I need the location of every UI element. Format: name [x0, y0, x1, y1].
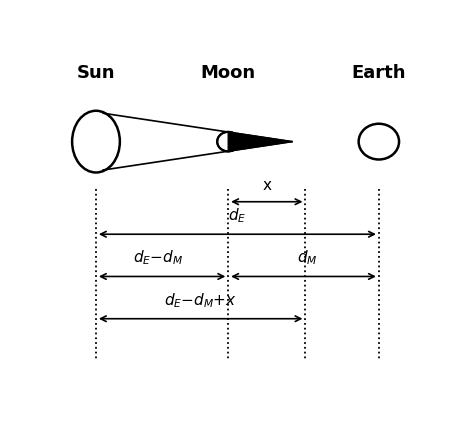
Text: $d_E$$-$$d_M$: $d_E$$-$$d_M$ [133, 249, 183, 268]
Text: $d_E$: $d_E$ [228, 206, 246, 225]
Text: $d_E$$-$$d_M$$+$$x$: $d_E$$-$$d_M$$+$$x$ [164, 291, 237, 310]
Text: Moon: Moon [201, 64, 256, 81]
Circle shape [217, 132, 239, 151]
Text: x: x [262, 178, 271, 192]
Polygon shape [227, 132, 292, 151]
Text: $d_M$: $d_M$ [297, 249, 318, 268]
Text: Earth: Earth [352, 64, 406, 81]
Text: Sun: Sun [77, 64, 115, 81]
Polygon shape [228, 132, 239, 151]
